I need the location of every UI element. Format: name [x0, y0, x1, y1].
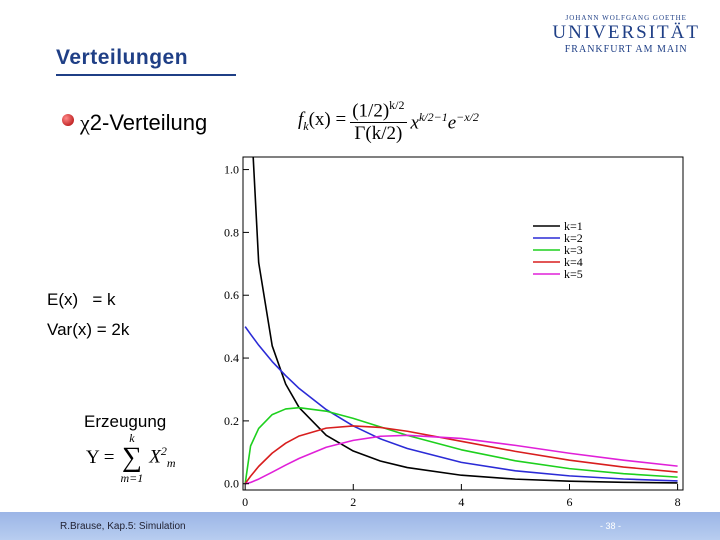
- logo-line: UNIVERSITÄT: [552, 22, 700, 43]
- x-tick-label: 2: [350, 495, 356, 509]
- y-tick-label: 0.2: [224, 414, 239, 428]
- plot-area: [244, 157, 678, 485]
- legend-label: k=5: [564, 267, 583, 281]
- num-sup: k/2: [389, 98, 405, 112]
- y-tick-label: 0.8: [224, 225, 239, 239]
- x-tick-label: 8: [675, 495, 681, 509]
- sum-formula: Y = k ∑ m=1 X2m: [86, 432, 176, 484]
- bullet-dot: [62, 114, 74, 126]
- sum-sign: ∑: [121, 442, 142, 473]
- chart: 0.0 0.2 0.4 0.6 0.8 1.0 0 2 4 6 8 k=1k=2k=3k=4k=5: [224, 156, 684, 509]
- variance: Var(x) = 2k: [47, 320, 130, 339]
- y-lhs: Y =: [86, 447, 115, 468]
- x-sup: k/2−1: [418, 109, 448, 124]
- num: (1/2): [352, 100, 390, 122]
- sum-bottom: m=1: [120, 471, 144, 485]
- x: x: [410, 111, 419, 133]
- fraction: (1/2)k/2 Γ(k/2): [350, 98, 407, 145]
- title-rule: [56, 74, 236, 76]
- series-line: [244, 425, 678, 485]
- f-sub: k: [303, 119, 309, 134]
- logo: JOHANN WOLFGANG GOETHE UNIVERSITÄT FRANK…: [552, 14, 700, 55]
- legend-label: k=3: [564, 243, 583, 257]
- series-line: [252, 157, 678, 484]
- numerator: (1/2)k/2: [350, 98, 407, 124]
- f: fk(x) =: [298, 109, 346, 134]
- bullet-text: 2-Verteilung: [89, 110, 208, 135]
- x-tick-label: 4: [458, 495, 464, 509]
- page-number: - 38 -: [600, 521, 622, 531]
- y-tick-label: 0.6: [224, 288, 239, 302]
- bullet: χ2-Verteilung: [80, 110, 207, 136]
- logo-line: FRANKFURT AM MAIN: [564, 44, 688, 55]
- denominator: Γ(k/2): [354, 123, 403, 145]
- slide-title: Verteilungen: [56, 46, 189, 69]
- y-tick-label: 1.0: [224, 163, 239, 177]
- mean-text: E(x) = k: [47, 290, 116, 309]
- lhs: (x) =: [308, 109, 347, 131]
- x-tick-label: 6: [566, 495, 572, 509]
- legend-label: k=4: [564, 255, 583, 269]
- series-line: [244, 434, 678, 485]
- series-line: [244, 326, 678, 482]
- X: X: [149, 446, 161, 468]
- y-tick-label: 0.0: [224, 477, 239, 491]
- sum-top: k: [129, 431, 135, 445]
- generation-label: Erzeugung: [84, 412, 167, 431]
- e-sup: −x/2: [456, 109, 479, 124]
- plot-frame: [242, 156, 684, 491]
- chi: χ: [80, 110, 90, 135]
- pdf-formula: fk(x) = (1/2)k/2 Γ(k/2) xk/2−1e−x/2: [298, 98, 479, 145]
- X-sup: 2: [160, 444, 167, 459]
- X-sub: m: [166, 456, 176, 471]
- legend-label: k=1: [564, 219, 583, 233]
- logo-line: JOHANN WOLFGANG GOETHE: [565, 14, 687, 22]
- f-sym: f: [298, 109, 304, 131]
- footer-bar: [0, 512, 720, 540]
- y-tick-label: 0.4: [224, 351, 239, 365]
- e: e: [447, 111, 457, 133]
- x-tick-label: 0: [242, 495, 248, 509]
- legend-label: k=2: [564, 231, 583, 245]
- sum: k ∑ m=1: [120, 432, 143, 484]
- footer-text: R.Brause, Kap.5: Simulation: [60, 521, 186, 532]
- mean: E(x) = k: [47, 290, 115, 310]
- power: xk/2−1e−x/2: [411, 110, 479, 134]
- series-line: [244, 406, 678, 484]
- term: X2m: [149, 444, 175, 471]
